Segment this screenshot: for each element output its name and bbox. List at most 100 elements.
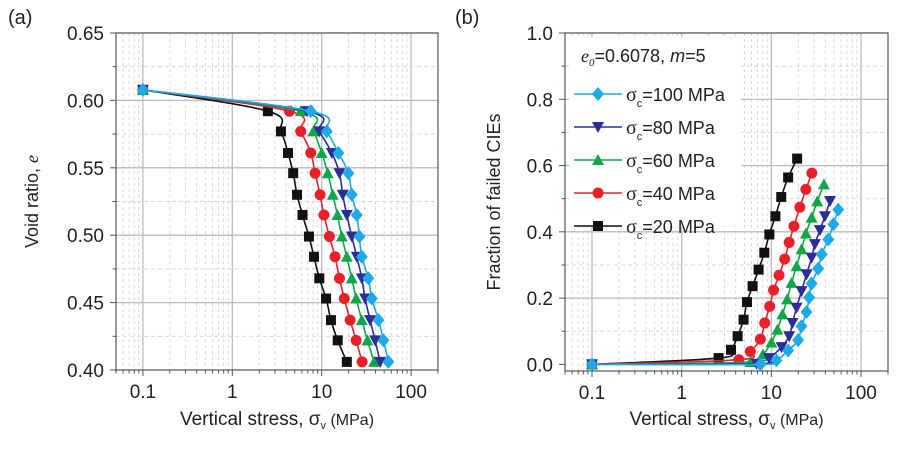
- legend-marker: [592, 122, 604, 133]
- y-axis-label: Void ratio, e: [22, 155, 42, 248]
- grid: [115, 32, 439, 370]
- data-point: [350, 334, 362, 346]
- data-point: [805, 211, 818, 223]
- data-point: [336, 189, 349, 201]
- data-point: [764, 229, 775, 240]
- x-axis-label-unit: (MPa): [326, 412, 374, 429]
- x-tick-label: 100: [395, 382, 427, 403]
- data-point: [333, 272, 345, 284]
- legend-marker: [592, 187, 604, 199]
- data-point: [744, 345, 756, 357]
- data-point: [325, 315, 336, 326]
- x-tick-label: 100: [845, 383, 877, 404]
- legend-value: =60 MPa: [642, 151, 716, 171]
- legend-value: =20 MPa: [642, 217, 716, 237]
- legend-label: σc=100 MPa: [626, 84, 726, 110]
- data-point: [781, 293, 794, 305]
- data-point: [827, 217, 840, 232]
- data-point: [314, 189, 326, 201]
- data-point: [754, 357, 767, 372]
- legend-subscript: c: [637, 197, 643, 209]
- data-point: [332, 145, 345, 160]
- data-point: [753, 264, 764, 275]
- data-point: [783, 331, 796, 343]
- panel-a: (a) 0.1 1 10 100 0.40 0.45 0.50 0.55 0.60 0.65 Vert…: [8, 7, 439, 432]
- data-point: [283, 147, 294, 158]
- data-point: [365, 291, 378, 306]
- series--c-40-mpa: [137, 84, 368, 368]
- data-point: [326, 188, 339, 200]
- series-group: [585, 153, 845, 372]
- data-point: [818, 211, 831, 223]
- data-point: [795, 243, 808, 255]
- data-point: [794, 201, 806, 213]
- legend-sigma: σ: [626, 216, 637, 238]
- series--c-60-mpa: [136, 83, 381, 367]
- data-point: [768, 284, 780, 296]
- legend-sigma: σ: [626, 117, 637, 139]
- data-point: [795, 286, 808, 298]
- series-group: [136, 82, 395, 369]
- data-point: [355, 314, 368, 326]
- legend-entry: σc=40 MPa: [574, 183, 716, 209]
- legend-value: =40 MPa: [642, 184, 716, 204]
- y-tick-label: 0.60: [67, 91, 104, 112]
- data-point: [770, 211, 781, 222]
- legend-header-var: e: [581, 46, 589, 66]
- data-point: [770, 353, 783, 368]
- data-point: [790, 302, 803, 314]
- data-point: [832, 202, 845, 217]
- legend-header-m-value: =5: [685, 46, 706, 66]
- y-tick-label: 0.2: [527, 289, 553, 310]
- data-point: [713, 353, 724, 364]
- data-point: [795, 319, 808, 334]
- data-point: [773, 269, 785, 281]
- legend-sigma: σ: [626, 183, 637, 205]
- legend-label: σc=20 MPa: [626, 216, 716, 242]
- data-point: [783, 172, 794, 183]
- x-axis-label-unit: (MPa): [776, 412, 824, 429]
- data-point: [275, 126, 286, 137]
- data-point: [738, 314, 749, 325]
- data-point: [786, 317, 799, 329]
- legend-value: =80 MPa: [642, 118, 716, 138]
- legend-sigma: σ: [626, 150, 637, 172]
- data-point: [822, 232, 835, 247]
- data-point: [817, 178, 830, 190]
- x-axis-label: Vertical stress, σv (MPa): [629, 409, 823, 432]
- data-point: [341, 356, 352, 367]
- data-point: [321, 167, 334, 179]
- legend-label: σc=40 MPa: [626, 183, 716, 209]
- x-tick-label: 1: [676, 383, 687, 404]
- legend-marker: [592, 154, 604, 165]
- legend-entry: σc=80 MPa: [574, 117, 716, 143]
- data-point: [747, 281, 758, 292]
- x-tick-label: 10: [311, 382, 332, 403]
- data-point: [297, 209, 308, 220]
- series-line: [142, 89, 375, 363]
- data-point: [726, 344, 737, 355]
- data-point: [314, 273, 325, 284]
- data-point: [759, 247, 770, 258]
- data-point: [262, 106, 273, 117]
- data-point: [288, 168, 299, 179]
- legend-header: e0=0.6078, m=5: [581, 46, 706, 69]
- legend-value: =100 MPa: [642, 85, 726, 105]
- panel-b: (b) 0.1 1 10 100 0.0 0.2 0.4 0.6 0.8 1.0 Vertical s…: [455, 7, 889, 432]
- y-tick-label: 0.40: [67, 361, 104, 382]
- y-tick-label: 0.6: [527, 157, 553, 178]
- y-tick-label: 0.65: [67, 24, 104, 45]
- data-point: [323, 231, 335, 243]
- legend-subscript: c: [637, 98, 643, 110]
- data-point: [741, 297, 752, 308]
- data-point: [776, 192, 787, 203]
- plot-frame: [564, 32, 889, 372]
- data-point: [344, 314, 356, 326]
- panel-label: (a): [8, 7, 32, 29]
- data-point: [732, 331, 743, 342]
- y-tick-label: 0.55: [67, 159, 104, 180]
- y-tick-label: 0.50: [67, 226, 104, 247]
- y-tick-label: 0.0: [527, 355, 553, 376]
- legend-label: σc=60 MPa: [626, 150, 716, 176]
